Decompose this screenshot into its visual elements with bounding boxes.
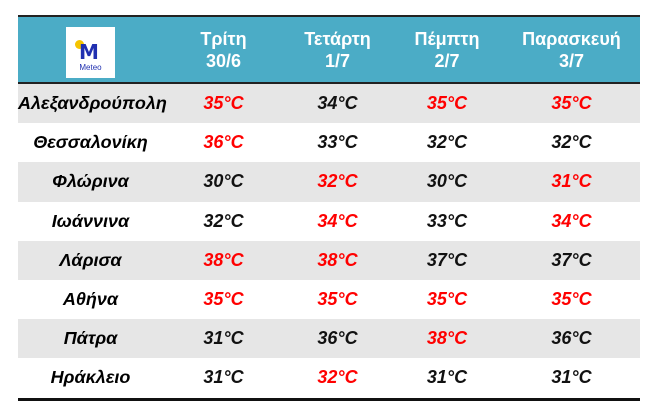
meteo-logo: M Meteo [66, 27, 115, 78]
city-name: Αλεξανδρούπολη [18, 93, 167, 114]
temperature-cell: 35°C [203, 93, 244, 114]
table-row: Πάτρα 31°C 36°C 38°C 36°C [18, 319, 640, 359]
day-date: 1/7 [324, 50, 351, 71]
day-name: Τρίτη [200, 28, 247, 49]
city-name: Λάρισα [59, 249, 122, 270]
temperature-cell: 32°C [426, 132, 468, 153]
day-date: 2/7 [434, 50, 460, 71]
temperature-cell: 33°C [317, 132, 358, 153]
city-name: Θεσσαλονίκη [33, 132, 148, 153]
logo-text: Meteo [79, 63, 102, 72]
temperature-cell: 34°C [317, 210, 358, 231]
m-logo-icon: M [79, 40, 99, 64]
city-name: Αθήνα [62, 289, 119, 310]
table-row: Αθήνα 35°C 35°C 35°C 35°C [18, 280, 640, 319]
day-date: 30/6 [205, 50, 242, 71]
city-name: Φλώρινα [52, 171, 129, 192]
forecast-table: M Meteo Τρίτη 30/6 Τετάρτη 1/7 Πέμπτη 2/7 Π… [18, 15, 640, 401]
temperature-cell: 38°C [203, 249, 244, 270]
temperature-cell: 30°C [426, 171, 468, 192]
temperature-cell: 36°C [317, 328, 358, 349]
table-row: Αλεξανδρούπολη 35°C 34°C 35°C 35°C [18, 84, 640, 124]
temperature-cell: 37°C [426, 249, 468, 270]
day-header: Πέμπτη 2/7 [391, 28, 503, 72]
temperature-cell: 36°C [203, 132, 244, 153]
temperature-cell: 32°C [203, 210, 244, 231]
table-header: M Meteo Τρίτη 30/6 Τετάρτη 1/7 Πέμπτη 2/7 Π… [18, 17, 640, 84]
temperature-cell: 34°C [317, 93, 358, 114]
temperature-cell: 35°C [426, 289, 468, 310]
temperature-cell: 31°C [551, 367, 592, 388]
temperature-cell: 35°C [203, 289, 244, 310]
city-name: Ηράκλειο [50, 367, 131, 388]
day-header: Τρίτη 30/6 [163, 28, 284, 72]
temperature-cell: 38°C [426, 328, 468, 349]
day-header: Παρασκευή 3/7 [503, 28, 640, 72]
table-row: Ηράκλειο 31°C 32°C 31°C 31°C [18, 358, 640, 397]
city-name: Πάτρα [63, 328, 118, 349]
day-name: Παρασκευή [522, 28, 621, 49]
table-row: Λάρισα 38°C 38°C 37°C 37°C [18, 240, 640, 280]
city-name: Ιωάννινα [51, 210, 130, 231]
temperature-cell: 35°C [551, 289, 592, 310]
temperature-cell: 32°C [551, 132, 592, 153]
day-name: Πέμπτη [414, 28, 480, 49]
temperature-cell: 34°C [551, 210, 592, 231]
temperature-cell: 31°C [203, 328, 244, 349]
temperature-cell: 37°C [551, 249, 592, 270]
temperature-cell: 31°C [551, 171, 592, 192]
temperature-cell: 31°C [426, 367, 468, 388]
temperature-cell: 36°C [551, 328, 592, 349]
table-row: Φλώρινα 30°C 32°C 30°C 31°C [18, 162, 640, 202]
temperature-cell: 35°C [551, 93, 592, 114]
table-row: Θεσσαλονίκη 36°C 33°C 32°C 32°C [18, 123, 640, 162]
temperature-cell: 38°C [317, 249, 358, 270]
logo-cell: M Meteo [18, 24, 163, 78]
temperature-cell: 32°C [317, 171, 358, 192]
temperature-cell: 35°C [317, 289, 358, 310]
day-date: 3/7 [558, 50, 585, 71]
day-header: Τετάρτη 1/7 [284, 28, 391, 72]
temperature-cell: 30°C [203, 171, 244, 192]
day-name: Τετάρτη [304, 28, 371, 49]
temperature-cell: 31°C [203, 367, 244, 388]
temperature-cell: 33°C [426, 210, 468, 231]
sun-dot-icon [75, 40, 84, 49]
temperature-cell: 32°C [317, 367, 358, 388]
table-body: Αλεξανδρούπολη 35°C 34°C 35°C 35°C Θεσσαλονίκ… [18, 84, 640, 398]
temperature-cell: 35°C [426, 93, 468, 114]
table-row: Ιωάννινα 32°C 34°C 33°C 34°C [18, 202, 640, 241]
